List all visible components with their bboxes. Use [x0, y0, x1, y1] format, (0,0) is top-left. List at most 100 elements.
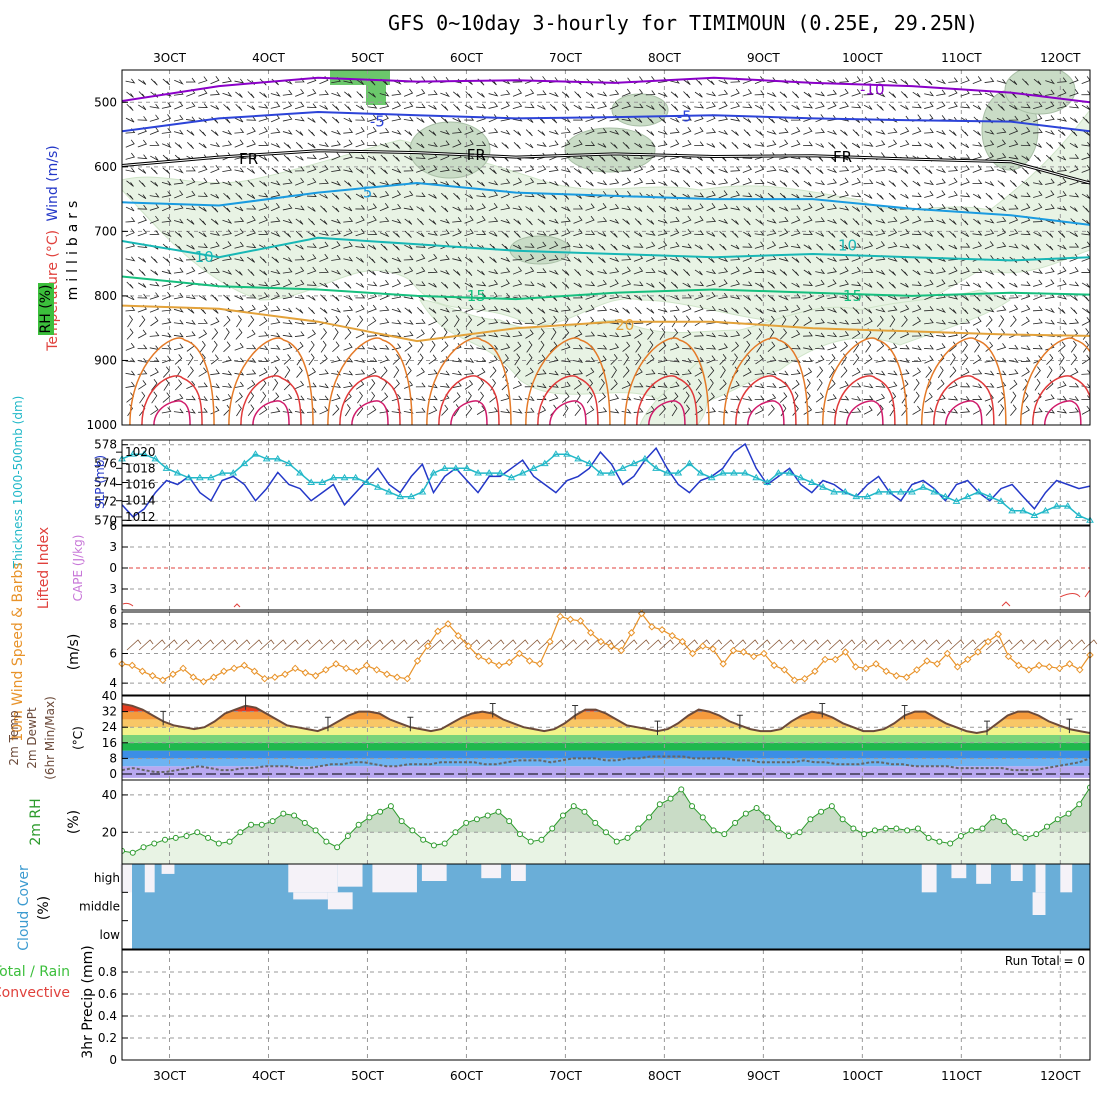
wind-barb	[694, 180, 703, 187]
wind-barb	[452, 128, 462, 134]
wind-barb	[525, 129, 533, 137]
thickness-point	[963, 492, 972, 500]
rh-point	[581, 808, 588, 815]
wind-barb	[779, 228, 789, 237]
wind-barb	[1034, 243, 1041, 251]
wind-barb	[780, 315, 787, 328]
wind-barb	[1020, 141, 1031, 147]
wind-barb	[647, 340, 654, 353]
wind-barb	[1045, 190, 1055, 199]
max-whisker	[160, 710, 167, 726]
max-whisker	[1066, 718, 1073, 734]
wind-barb	[125, 167, 136, 173]
wind-barb	[173, 292, 184, 300]
wind-barb	[1057, 395, 1068, 401]
slp-tick-label: 1018	[125, 461, 156, 475]
wind-barb	[258, 331, 269, 337]
cloud-base	[132, 864, 1090, 949]
wind-barb	[173, 408, 184, 414]
wind-barb	[138, 268, 146, 277]
wind-barb	[308, 307, 315, 315]
wind-barb	[125, 357, 136, 363]
wind-barb	[766, 140, 777, 147]
wind-barb	[887, 139, 898, 148]
surface-barb	[659, 639, 674, 651]
wind-barb	[585, 244, 594, 250]
wind-barb	[417, 353, 424, 366]
wind-barb	[633, 165, 644, 173]
wind-barb	[186, 266, 196, 275]
pressure-tick-label: 700	[94, 224, 117, 238]
wind-barb	[415, 281, 426, 286]
wind-barb	[355, 167, 364, 174]
wind-barb	[139, 315, 146, 328]
wind-barb	[863, 165, 873, 173]
wind-barb	[476, 192, 487, 198]
wind-speed-point	[882, 667, 890, 675]
wind-barb	[151, 379, 158, 391]
wind-barb	[875, 166, 886, 172]
wind-barb	[827, 190, 837, 199]
thickness-point	[207, 473, 215, 481]
wind-barb	[161, 114, 172, 123]
wind-barb	[306, 154, 317, 160]
wind-barb	[597, 344, 608, 350]
wind-barb	[840, 341, 848, 352]
wind-barb	[282, 279, 293, 288]
wind-barb	[367, 126, 377, 135]
wind-barb	[367, 103, 378, 109]
wind-barb	[295, 129, 304, 136]
wind-barb	[1069, 142, 1078, 149]
wind-barb	[1057, 116, 1068, 122]
temperature-line	[122, 702, 1090, 735]
cloud-clear-gap	[161, 864, 175, 874]
wind-barb	[1020, 357, 1031, 362]
wind-barb	[718, 79, 729, 85]
wind-barb	[477, 378, 485, 391]
surface-barb	[332, 639, 348, 651]
wind-barb	[149, 281, 160, 287]
wind-barb	[526, 340, 533, 353]
wind-barb	[839, 395, 850, 401]
wind-barb	[488, 407, 499, 414]
thickness-point	[919, 483, 927, 490]
surface-barb	[1010, 639, 1025, 651]
wind-barb	[173, 178, 184, 185]
wind-barb	[332, 294, 340, 302]
wind-tick-label: 4	[109, 676, 117, 690]
wind-barb	[875, 393, 886, 402]
run-total: Run Total = 0	[1005, 954, 1085, 968]
wind-barb	[657, 77, 668, 84]
wind-barb	[379, 114, 389, 123]
wind-barb	[549, 218, 559, 224]
wind-barb	[791, 256, 800, 263]
wind-barb	[851, 103, 862, 109]
isotherm-label: -10	[860, 80, 885, 98]
wind-barb	[586, 256, 594, 264]
wind-barb	[887, 381, 898, 389]
wind-barb	[271, 256, 279, 264]
wind-speed-point	[159, 676, 167, 684]
wind-barb	[379, 231, 390, 238]
thickness-point	[218, 469, 227, 476]
wind-barb	[368, 167, 376, 175]
surface-barb	[876, 639, 892, 651]
rh-point	[775, 825, 782, 832]
wind-barb	[767, 404, 775, 416]
wind-speed-point	[1025, 666, 1033, 674]
wind-barb	[888, 392, 897, 403]
wind-speed-point	[260, 674, 269, 683]
wind-barb	[670, 192, 679, 200]
wind-barb	[417, 340, 424, 353]
wind-barb	[549, 192, 558, 200]
wind-barb	[1045, 154, 1054, 162]
isotherm-label: FR	[467, 146, 486, 164]
wind-barb	[670, 167, 680, 173]
warm-layer-contour	[426, 337, 512, 425]
wind-barb	[355, 344, 366, 350]
wind-barb	[452, 370, 463, 376]
wind-barb	[391, 101, 401, 110]
wind-barb	[173, 267, 184, 274]
wind-barb	[343, 370, 354, 376]
